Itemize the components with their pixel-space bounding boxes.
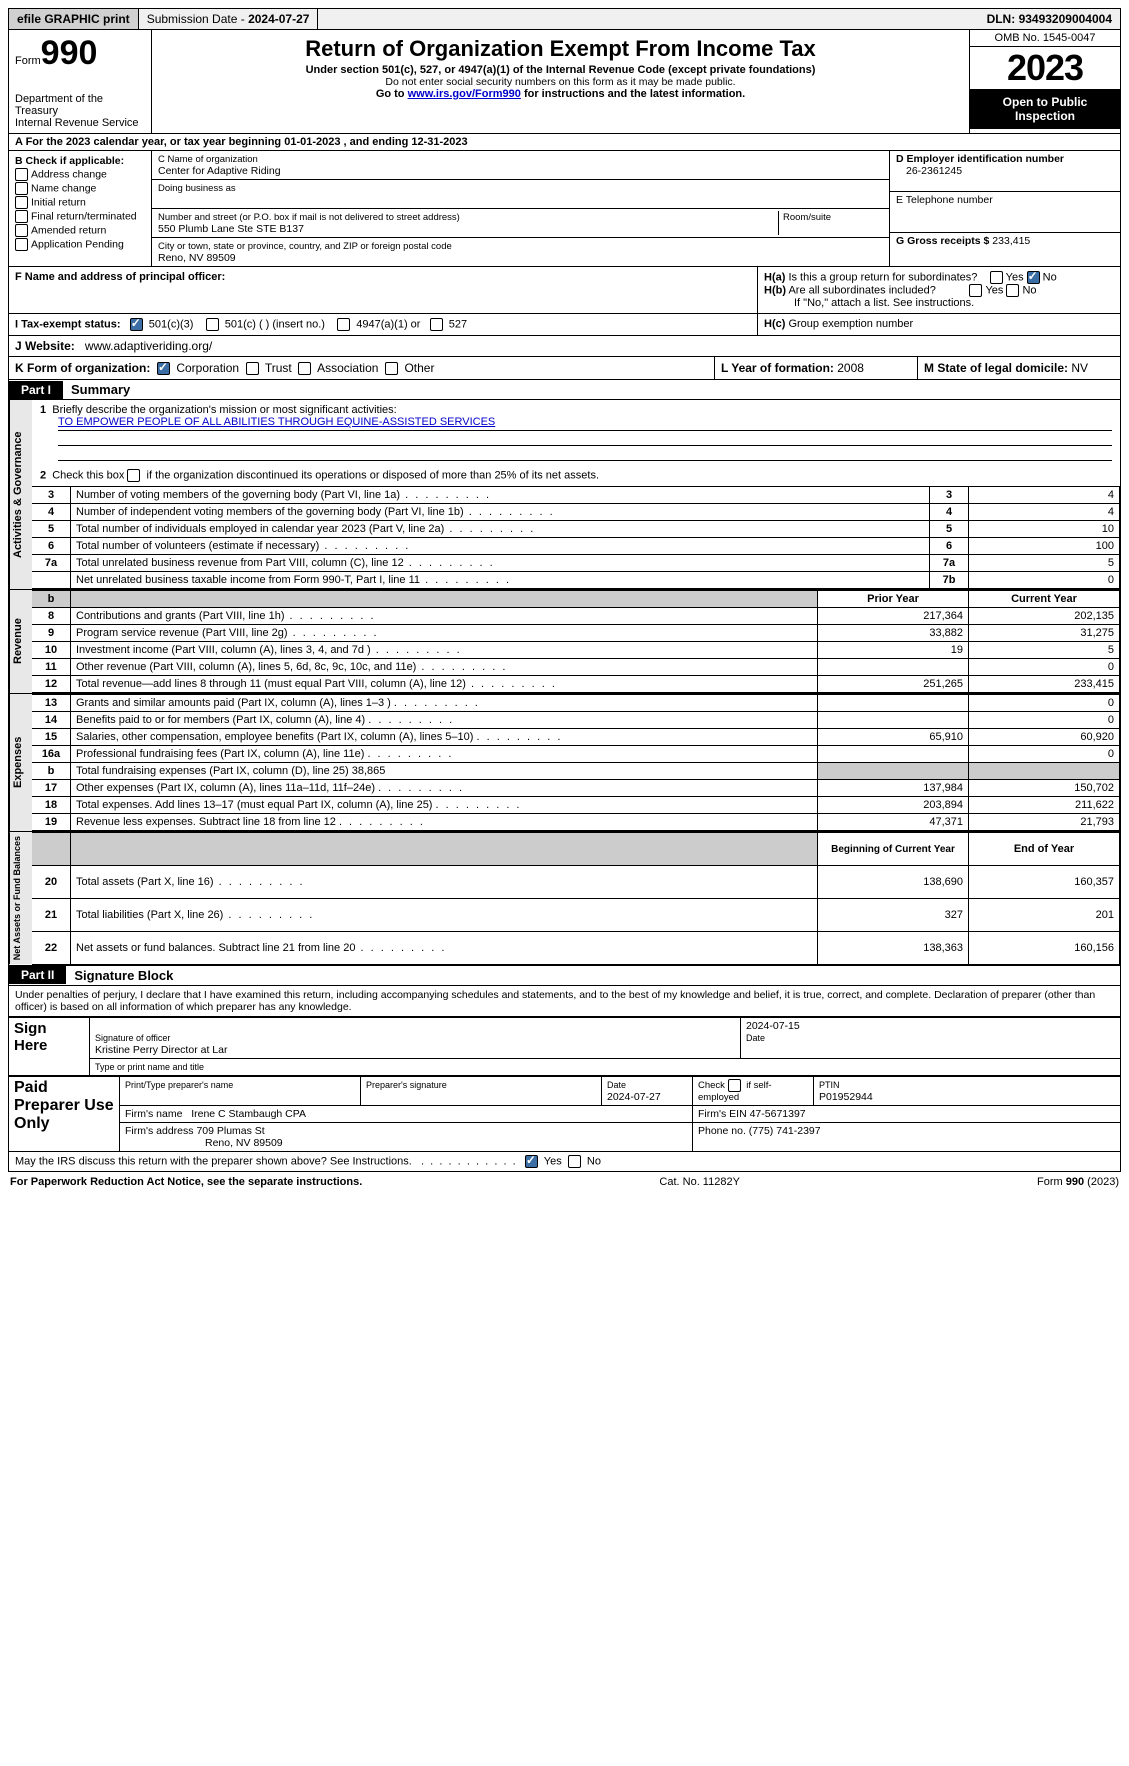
form-instructions-link: Go to www.irs.gov/Form990 for instructio… — [158, 88, 963, 100]
summary-governance: Activities & Governance 1 Briefly descri… — [8, 400, 1121, 590]
form-header: Form990 Department of the Treasury Inter… — [8, 30, 1121, 134]
page-footer: For Paperwork Reduction Act Notice, see … — [8, 1172, 1121, 1192]
netassets-table: Beginning of Current YearEnd of Year20To… — [32, 832, 1120, 964]
checkbox-name-change[interactable] — [15, 182, 28, 195]
checkbox-ha-yes[interactable] — [990, 271, 1003, 284]
checkbox-corp[interactable] — [157, 362, 170, 375]
irs-link[interactable]: www.irs.gov/Form990 — [408, 88, 521, 100]
governance-table: 3Number of voting members of the governi… — [32, 486, 1120, 589]
org-city: Reno, NV 89509 — [158, 252, 236, 264]
preparer-table: Paid Preparer Use Only Print/Type prepar… — [8, 1076, 1121, 1152]
checkbox-discuss-yes[interactable] — [525, 1155, 538, 1168]
checkbox-other[interactable] — [385, 362, 398, 375]
vlabel-expenses: Expenses — [9, 694, 32, 831]
omb-number: OMB No. 1545-0047 — [970, 30, 1120, 47]
vlabel-governance: Activities & Governance — [9, 400, 32, 589]
signature-table: Sign Here Signature of officerKristine P… — [8, 1017, 1121, 1076]
checkbox-address-change[interactable] — [15, 168, 28, 181]
dept-treasury: Department of the Treasury — [15, 93, 145, 117]
year-formation: 2008 — [837, 361, 864, 375]
form-subtitle-2: Do not enter social security numbers on … — [158, 76, 963, 88]
calendar-year-line: A For the 2023 calendar year, or tax yea… — [8, 134, 1121, 151]
checkbox-app-pending[interactable] — [15, 238, 28, 251]
efile-print-button[interactable]: efile GRAPHIC print — [9, 9, 139, 29]
sig-date: 2024-07-15 — [746, 1020, 800, 1032]
checkbox-trust[interactable] — [246, 362, 259, 375]
checkbox-527[interactable] — [430, 318, 443, 331]
block-klm: K Form of organization: Corporation Trus… — [8, 357, 1121, 380]
firm-addr: 709 Plumas St — [196, 1125, 264, 1137]
checkbox-hb-yes[interactable] — [969, 284, 982, 297]
submission-date: Submission Date - 2024-07-27 — [139, 9, 319, 29]
open-public: Open to PublicInspection — [970, 89, 1120, 129]
ein: 26-2361245 — [896, 165, 962, 177]
revenue-table: bPrior YearCurrent Year8Contributions an… — [32, 590, 1120, 693]
gross-receipts: 233,415 — [992, 235, 1030, 247]
org-address: 550 Plumb Lane Ste STE B137 — [158, 223, 304, 235]
col-d-right: D Employer identification number26-23612… — [889, 151, 1120, 266]
block-i: I Tax-exempt status: 501(c)(3) 501(c) ( … — [8, 314, 1121, 336]
vlabel-netassets: Net Assets or Fund Balances — [9, 832, 32, 964]
sig-declaration: Under penalties of perjury, I declare th… — [8, 986, 1121, 1017]
checkbox-final-return[interactable] — [15, 210, 28, 223]
checkbox-501c[interactable] — [206, 318, 219, 331]
topbar: efile GRAPHIC print Submission Date - 20… — [8, 8, 1121, 30]
checkbox-assoc[interactable] — [298, 362, 311, 375]
vlabel-revenue: Revenue — [9, 590, 32, 693]
state-domicile: NV — [1071, 361, 1088, 375]
discuss-line: May the IRS discuss this return with the… — [8, 1152, 1121, 1172]
checkbox-4947[interactable] — [337, 318, 350, 331]
checkbox-ha-no[interactable] — [1027, 271, 1040, 284]
block-j-website: J Website: www.adaptiveriding.org/ — [8, 336, 1121, 357]
checkbox-discontinued[interactable] — [127, 469, 140, 482]
part-1-header: Part ISummary — [8, 380, 1121, 400]
summary-netassets: Net Assets or Fund Balances Beginning of… — [8, 832, 1121, 965]
org-name: Center for Adaptive Riding — [158, 165, 281, 177]
dln: DLN: 93493209004004 — [979, 9, 1120, 29]
checkbox-discuss-no[interactable] — [568, 1155, 581, 1168]
expenses-table: 13Grants and similar amounts paid (Part … — [32, 694, 1120, 831]
ptin: P01952944 — [819, 1091, 873, 1103]
irs-label: Internal Revenue Service — [15, 117, 145, 129]
firm-name: Irene C Stambaugh CPA — [191, 1108, 306, 1120]
tax-year: 2023 — [970, 47, 1120, 89]
checkbox-initial-return[interactable] — [15, 196, 28, 209]
org-info-block: B Check if applicable: Address change Na… — [8, 151, 1121, 267]
form-label: Form — [15, 55, 41, 67]
form-subtitle-1: Under section 501(c), 527, or 4947(a)(1)… — [158, 64, 963, 76]
col-c-org: C Name of organizationCenter for Adaptiv… — [152, 151, 889, 266]
col-b-checkboxes: B Check if applicable: Address change Na… — [9, 151, 152, 266]
paid-preparer-label: Paid Preparer Use Only — [9, 1076, 120, 1151]
sign-here-label: Sign Here — [9, 1017, 90, 1075]
prep-date: 2024-07-27 — [607, 1091, 661, 1103]
officer-name: Kristine Perry Director at Lar — [95, 1044, 227, 1056]
summary-revenue: Revenue bPrior YearCurrent Year8Contribu… — [8, 590, 1121, 694]
summary-expenses: Expenses 13Grants and similar amounts pa… — [8, 694, 1121, 832]
mission-text: TO EMPOWER PEOPLE OF ALL ABILITIES THROU… — [58, 416, 495, 428]
checkbox-amended-return[interactable] — [15, 224, 28, 237]
firm-phone: (775) 741-2397 — [749, 1125, 821, 1137]
form-title: Return of Organization Exempt From Incom… — [158, 36, 963, 62]
website-value: www.adaptiveriding.org/ — [85, 339, 212, 353]
checkbox-501c3[interactable] — [130, 318, 143, 331]
form-number: 990 — [41, 34, 98, 72]
checkbox-self-employed[interactable] — [728, 1079, 741, 1092]
firm-ein: 47-5671397 — [750, 1108, 806, 1120]
block-f-h: F Name and address of principal officer:… — [8, 267, 1121, 314]
checkbox-hb-no[interactable] — [1006, 284, 1019, 297]
part-2-header: Part IISignature Block — [8, 966, 1121, 986]
